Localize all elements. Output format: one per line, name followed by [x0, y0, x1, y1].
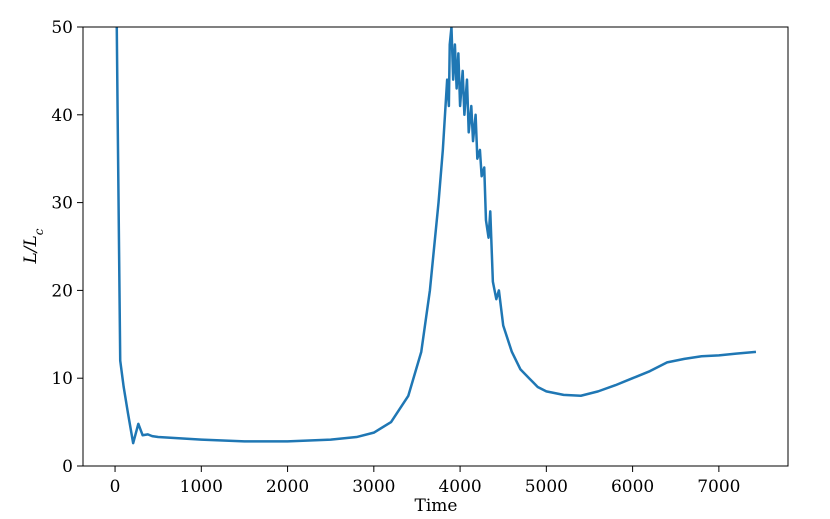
x-axis-label: Time — [415, 496, 458, 516]
y-tick-label: 20 — [51, 281, 73, 301]
x-tick-label: 3000 — [352, 477, 395, 497]
line — [115, 27, 757, 445]
y-tick-label: 10 — [51, 369, 73, 389]
y-tick-label: 0 — [62, 457, 73, 477]
x-tick-label: 7000 — [697, 477, 740, 497]
x-tick-label: 6000 — [611, 477, 654, 497]
y-tick-label: 30 — [51, 194, 73, 214]
y-tick-label: 40 — [51, 106, 73, 126]
x-tick-label: 0 — [110, 477, 121, 497]
x-tick-label: 4000 — [438, 477, 481, 497]
x-tick-label: 2000 — [266, 477, 309, 497]
plot-frame — [82, 26, 789, 467]
y-axis-label-subscript: c — [32, 228, 46, 235]
x-tick-label: 5000 — [525, 477, 568, 497]
x-tick-label: 1000 — [180, 477, 223, 497]
y-tick-label: 50 — [51, 18, 73, 38]
y-axis-label-main: L/L — [21, 235, 41, 264]
y-axis-label: L/Lc — [21, 228, 46, 264]
